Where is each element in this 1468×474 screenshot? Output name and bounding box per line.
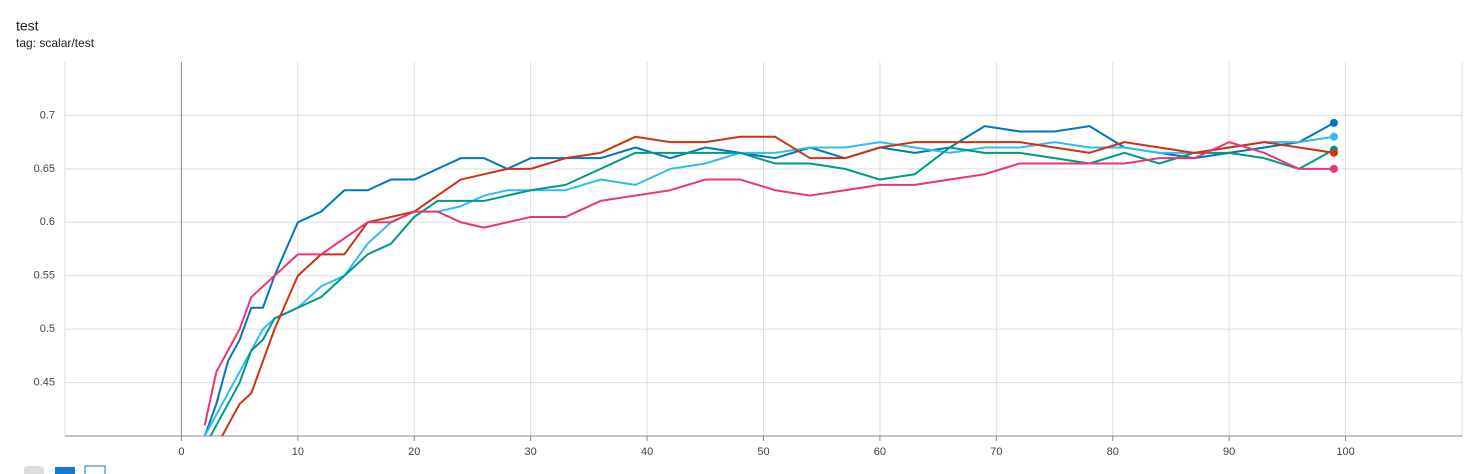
- end-dot: [1329, 132, 1338, 141]
- x-tick-label: 10: [292, 446, 304, 458]
- x-tick-label: 90: [1223, 446, 1235, 458]
- end-dot: [1329, 118, 1338, 127]
- chart-subtitle: tag: scalar/test: [16, 36, 95, 50]
- x-tick-label: 40: [641, 446, 653, 458]
- y-tick-label: 0.55: [34, 270, 55, 282]
- x-tick-label: 0: [178, 446, 184, 458]
- plot-area: [203, 118, 1338, 436]
- end-dot: [1329, 148, 1338, 157]
- end-dot: [1329, 164, 1338, 173]
- series-line: [209, 146, 1335, 436]
- x-tick-label: 50: [757, 446, 769, 458]
- series-line: [203, 135, 1335, 436]
- toolbar-button[interactable]: [55, 467, 75, 474]
- y-tick-label: 0.7: [40, 109, 55, 121]
- x-tick-label: 60: [874, 446, 886, 458]
- chart-title: test: [16, 18, 39, 34]
- y-tick-label: 0.5: [40, 323, 55, 335]
- x-tick-label: 100: [1336, 446, 1354, 458]
- series-line: [221, 135, 1335, 436]
- toolbar-button[interactable]: [24, 466, 44, 474]
- grid: [64, 62, 1463, 441]
- toolbar-button[interactable]: [84, 465, 106, 474]
- y-tick-label: 0.65: [34, 163, 55, 175]
- series-line: [203, 122, 1335, 436]
- x-tick-label: 30: [525, 446, 537, 458]
- x-tick-label: 70: [990, 446, 1002, 458]
- series-line: [203, 141, 1334, 426]
- x-tick-label: 20: [408, 446, 420, 458]
- x-tick-label: 80: [1107, 446, 1119, 458]
- y-tick-label: 0.45: [34, 376, 55, 388]
- y-tick-label: 0.6: [40, 216, 55, 228]
